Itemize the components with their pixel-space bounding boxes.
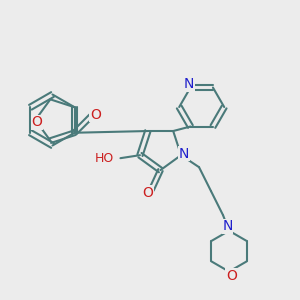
Text: HO: HO xyxy=(94,152,114,165)
Text: N: N xyxy=(222,219,233,233)
Text: O: O xyxy=(142,186,153,200)
Text: N: N xyxy=(184,77,194,91)
Text: O: O xyxy=(226,269,237,283)
Text: O: O xyxy=(32,116,42,129)
Text: N: N xyxy=(179,147,189,161)
Text: O: O xyxy=(90,108,101,122)
